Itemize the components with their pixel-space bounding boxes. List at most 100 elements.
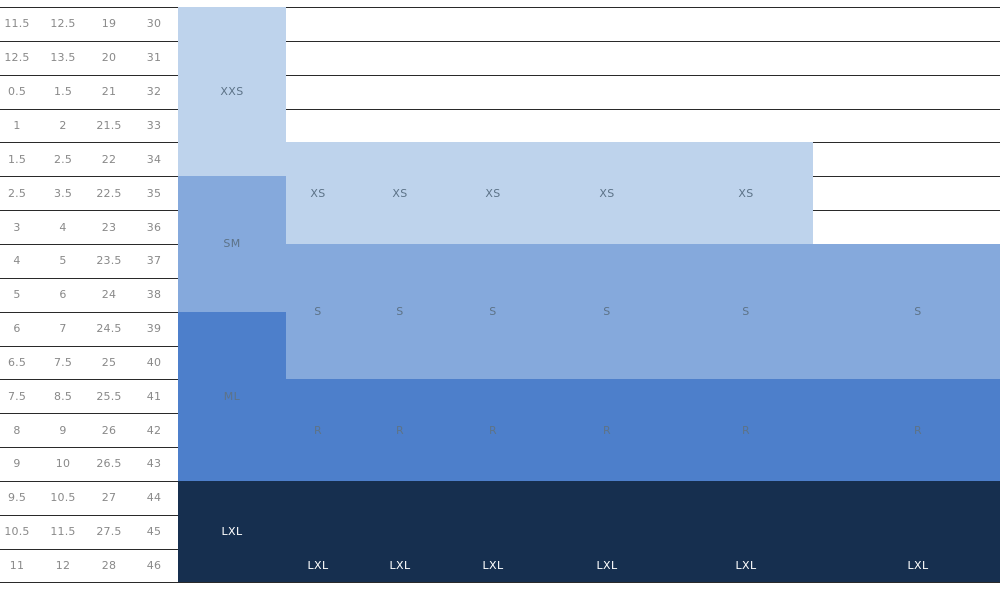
size-table-cell: 27 [101,491,117,505]
size-group-band-ml [178,311,286,481]
size-table-cell: 24 [101,288,117,302]
size-table-cell: 13.5 [50,51,76,65]
size-group-label: SM [223,237,241,251]
size-table-cell: 35 [146,186,162,200]
size-table-cell: 6.5 [7,355,27,369]
model-band-xs [286,142,813,244]
size-table-cell: 43 [146,457,162,471]
model-size-label: R [741,423,751,437]
size-table-cell: 8 [13,423,21,437]
size-table-cell: 11.5 [4,17,30,31]
size-table-cell: 20 [101,51,117,65]
model-size-label: XS [485,186,501,200]
model-size-label: XS [738,186,754,200]
size-group-band-sm [178,176,286,312]
size-table-cell: 7.5 [53,355,73,369]
model-size-label: R [913,423,923,437]
size-table-cell: 9 [59,423,67,437]
size-table-cell: 37 [146,254,162,268]
model-size-label: S [489,305,497,319]
size-table-cell: 27.5 [96,525,122,539]
size-table-cell: 25 [101,355,117,369]
size-table-cell: 39 [146,322,162,336]
model-size-label: XS [310,186,326,200]
size-table-cell: 0.5 [7,85,27,99]
size-table-cell: 1.5 [53,85,73,99]
size-table-cell: 9 [13,457,21,471]
size-table-cell: 5 [59,254,67,268]
model-size-label: R [313,423,323,437]
size-table-cell: 41 [146,389,162,403]
size-table-cell: 1 [13,118,21,132]
size-table-cell: 46 [146,559,162,573]
size-table-cell: 36 [146,220,162,234]
size-table-cell: 19 [101,17,117,31]
row-divider [0,41,1000,42]
size-table-cell: 9.5 [7,491,27,505]
size-table-cell: 40 [146,355,162,369]
size-table-cell: 3 [13,220,21,234]
model-size-label: S [314,305,322,319]
size-group-label: LXL [221,525,243,539]
model-band-ml [286,379,1000,481]
size-table-cell: 10.5 [4,525,30,539]
model-size-label: LXL [596,559,618,573]
model-size-label: R [488,423,498,437]
size-table-cell: 2 [59,118,67,132]
size-table-cell: 1.5 [7,152,27,166]
model-band-sm [286,243,1000,380]
size-table-cell: 26.5 [96,457,122,471]
size-table-cell: 33 [146,118,162,132]
model-size-label: R [395,423,405,437]
model-size-label: XS [392,186,408,200]
model-band-lxl [286,480,1000,583]
size-table-cell: 31 [146,51,162,65]
size-table-cell: 4 [13,254,21,268]
size-group-band-lxl [178,480,286,583]
size-group-label: XXS [220,85,244,99]
size-table-cell: 25.5 [96,389,122,403]
model-size-label: LXL [907,559,929,573]
model-size-label: LXL [389,559,411,573]
size-table-cell: 22 [101,152,117,166]
size-table-cell: 7.5 [7,389,27,403]
size-table-cell: 23 [101,220,117,234]
size-table-cell: 34 [146,152,162,166]
row-divider [0,75,1000,76]
model-size-label: S [742,305,750,319]
size-table-cell: 26 [101,423,117,437]
model-size-label: LXL [307,559,329,573]
size-table-cell: 24.5 [96,322,122,336]
size-table-cell: 4 [59,220,67,234]
size-table-cell: 42 [146,423,162,437]
row-divider [0,109,1000,110]
row-divider [0,7,1000,8]
model-size-label: LXL [482,559,504,573]
size-table-cell: 44 [146,491,162,505]
size-table-cell: 12 [55,559,71,573]
size-table-cell: 22.5 [96,186,122,200]
size-group-band-xxs [178,7,286,177]
size-table-cell: 10.5 [50,491,76,505]
size-table-cell: 5 [13,288,21,302]
size-table-cell: 6 [13,322,21,336]
size-table-cell: 45 [146,525,162,539]
size-table-cell: 8.5 [53,389,73,403]
model-size-label: S [603,305,611,319]
size-table-cell: 30 [146,17,162,31]
size-table-cell: 11 [9,559,25,573]
size-table-cell: 23.5 [96,254,122,268]
row-divider [0,582,1000,583]
size-group-label: ML [223,389,241,403]
size-table-cell: 28 [101,559,117,573]
size-table-cell: 21.5 [96,118,122,132]
size-table-cell: 11.5 [50,525,76,539]
size-table-cell: 6 [59,288,67,302]
size-table-cell: 10 [55,457,71,471]
size-table-cell: 2.5 [53,152,73,166]
size-table-cell: 21 [101,85,117,99]
model-size-label: R [602,423,612,437]
size-table-cell: 12.5 [4,51,30,65]
model-size-label: S [914,305,922,319]
